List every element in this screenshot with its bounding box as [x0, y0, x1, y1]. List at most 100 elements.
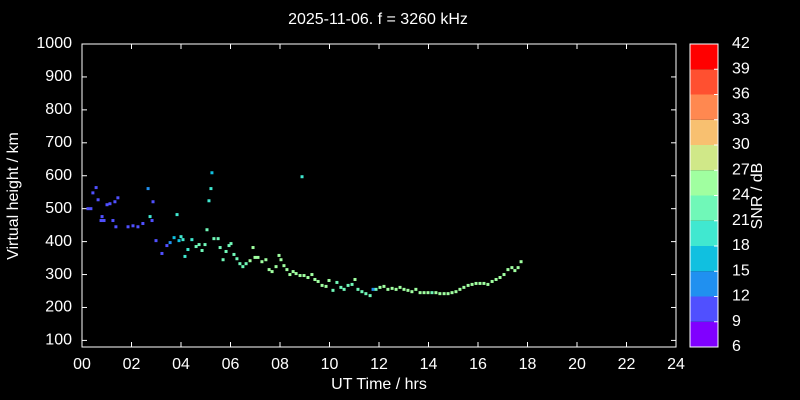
colorbar-tick-label: 36 — [732, 86, 750, 103]
data-point — [422, 291, 426, 295]
data-point — [190, 238, 194, 242]
data-point — [100, 215, 104, 219]
colorbar-tick-label: 24 — [732, 187, 750, 204]
data-point — [302, 274, 306, 278]
data-point — [478, 281, 482, 285]
data-point — [248, 259, 252, 263]
data-point — [324, 284, 328, 288]
x-tick-label: 10 — [321, 356, 339, 373]
x-tick-label: 18 — [519, 356, 537, 373]
data-point — [474, 281, 478, 285]
data-point — [406, 288, 410, 292]
data-point — [253, 255, 257, 259]
data-point — [320, 283, 324, 287]
data-point — [498, 276, 502, 280]
colorbar-label: SNR / dB — [749, 163, 766, 230]
data-point — [212, 237, 216, 241]
colorbar-tick-label: 12 — [732, 288, 750, 305]
y-tick-label: 100 — [45, 332, 72, 349]
data-point — [346, 283, 350, 287]
data-point — [458, 287, 462, 291]
data-point — [466, 283, 470, 287]
data-point — [374, 287, 378, 291]
data-point — [160, 251, 164, 255]
data-point — [165, 244, 169, 248]
data-point — [368, 294, 372, 298]
colorbar-tick-label: 6 — [732, 338, 741, 355]
colorbar-tick-label: 30 — [732, 136, 750, 153]
colorbar-tick-label: 33 — [732, 111, 750, 128]
data-point — [418, 291, 422, 295]
data-point — [99, 219, 103, 223]
x-tick-label: 02 — [123, 356, 141, 373]
data-point — [410, 290, 414, 294]
data-point — [168, 241, 172, 245]
colorbar-segment — [690, 69, 718, 95]
data-point — [516, 266, 520, 270]
data-point — [506, 268, 510, 272]
data-point — [300, 175, 304, 179]
data-point — [502, 273, 506, 277]
data-point — [216, 237, 220, 241]
data-point — [279, 258, 283, 262]
data-point — [335, 280, 339, 284]
data-point — [224, 249, 228, 253]
data-point — [331, 288, 335, 292]
data-point — [350, 282, 354, 286]
data-point — [116, 196, 120, 200]
data-point — [513, 269, 517, 273]
data-point — [462, 285, 466, 289]
data-point — [482, 281, 486, 285]
colorbar-segment — [690, 119, 718, 145]
colorbar-tick-label: 21 — [732, 212, 750, 229]
data-point — [197, 243, 201, 247]
y-tick-label: 800 — [45, 101, 72, 118]
data-point — [179, 235, 183, 239]
data-point — [260, 260, 264, 264]
colorbar-segment — [690, 195, 718, 221]
data-point — [207, 199, 211, 203]
data-point — [450, 291, 454, 295]
data-point — [442, 292, 446, 296]
data-point — [113, 200, 117, 204]
data-point — [200, 249, 204, 253]
y-tick-label: 300 — [45, 266, 72, 283]
data-point — [494, 277, 498, 281]
colorbar-tick-label: 42 — [732, 35, 750, 52]
x-tick-label: 20 — [568, 356, 586, 373]
data-point — [148, 215, 152, 219]
colorbar-tick-label: 15 — [732, 262, 750, 279]
data-point — [364, 292, 368, 296]
x-tick-label: 14 — [420, 356, 438, 373]
data-point — [519, 260, 523, 264]
data-point — [203, 243, 207, 247]
data-point — [186, 248, 190, 252]
data-point — [89, 207, 93, 211]
data-point — [378, 285, 382, 289]
data-point — [251, 246, 255, 250]
colorbar-segment — [690, 271, 718, 297]
data-point — [183, 254, 187, 258]
x-tick-label: 00 — [73, 356, 91, 373]
x-tick-label: 04 — [172, 356, 190, 373]
data-point — [108, 202, 112, 206]
x-tick-label: 24 — [667, 356, 685, 373]
data-point — [277, 253, 281, 257]
data-point — [267, 268, 271, 272]
data-point — [274, 265, 278, 269]
data-point — [327, 278, 331, 282]
data-point — [205, 228, 209, 232]
data-point — [126, 225, 130, 229]
data-point — [264, 258, 268, 262]
y-tick-label: 200 — [45, 299, 72, 316]
y-tick-label: 400 — [45, 233, 72, 250]
x-tick-label: 08 — [271, 356, 289, 373]
data-point — [342, 287, 346, 291]
colorbar-segment — [690, 220, 718, 246]
data-point — [313, 277, 317, 281]
x-tick-label: 22 — [618, 356, 636, 373]
y-tick-label: 1000 — [36, 35, 72, 52]
data-point — [382, 284, 386, 288]
data-point — [102, 219, 106, 223]
data-point — [229, 242, 233, 246]
